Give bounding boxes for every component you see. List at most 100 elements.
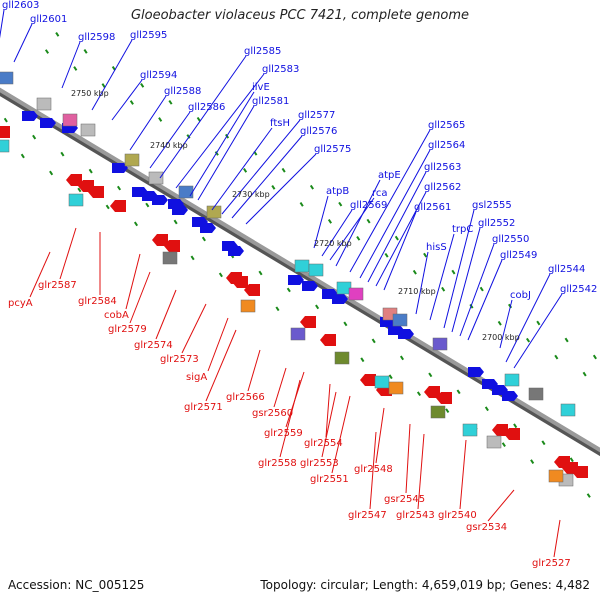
forward-gene-label: cobJ: [510, 290, 531, 301]
reverse-gene-leader: [553, 519, 561, 558]
forward-gene-label: gll2575: [314, 144, 351, 155]
feature-box: [432, 337, 448, 351]
leader-lines-layer: [0, 9, 563, 558]
feature-box: [548, 469, 564, 483]
forward-gene-label: gll2594: [140, 70, 177, 81]
forward-gene-arrow: [398, 329, 414, 339]
forward-gene-label: gll2581: [252, 96, 289, 107]
track-tick: [88, 168, 93, 174]
track-tick: [105, 204, 110, 210]
labels-layer: 2750 kbp 2740 kbp 2730 kbp 2720 kbp 2710 kbp…: [2, 0, 597, 569]
track-tick: [513, 423, 518, 429]
track-tick: [32, 134, 37, 140]
track-tick: [281, 167, 286, 173]
forward-gene-leader: [221, 119, 301, 215]
forward-gene-leader: [321, 209, 353, 257]
track-tick: [73, 66, 78, 71]
reverse-gene-label: glr2543: [396, 510, 435, 521]
forward-gene-leader: [505, 273, 551, 363]
track-tick: [356, 235, 361, 241]
reverse-gene-arrow: [78, 180, 94, 192]
track-tick: [497, 320, 502, 326]
track-tick: [399, 355, 405, 361]
forward-gene-arrow: [228, 246, 244, 256]
track-tick: [309, 184, 314, 190]
forward-gene-leader: [61, 41, 81, 89]
track-tick: [77, 187, 82, 193]
track-tick: [60, 151, 65, 157]
reverse-gene-leader: [279, 379, 301, 458]
reverse-gene-leader: [417, 433, 425, 510]
track-tick: [388, 374, 393, 380]
feature-box: [240, 299, 256, 313]
reverse-gene-arrow: [88, 186, 104, 198]
forward-gene-label: gsl2555: [472, 200, 512, 211]
reverse-gene-label: glr2566: [226, 392, 265, 403]
scale-tick-label: 2720 kbp: [314, 239, 352, 248]
forward-gene-leader: [129, 95, 167, 151]
track-tick: [441, 286, 446, 292]
feature-box: [528, 387, 544, 401]
track-tick: [384, 252, 389, 258]
scale-tick-label: 2710 kbp: [398, 287, 436, 296]
track-tick: [275, 306, 280, 312]
track-tick: [582, 371, 587, 377]
forward-gene-label: gll2601: [30, 14, 67, 25]
scale-tick-label: 2750 kbp: [71, 89, 109, 98]
feature-box: [0, 139, 10, 153]
forward-gene-leader: [149, 111, 191, 169]
reverse-gene-label: glr2558: [258, 458, 297, 469]
scale-tick-label: 2730 kbp: [232, 190, 270, 199]
reverse-gene-leader: [181, 303, 207, 354]
feature-box: [560, 403, 576, 417]
forward-gene-label: gll2583: [262, 64, 299, 75]
forward-gene-leader: [451, 227, 481, 333]
forward-gene-label: gll2569: [350, 200, 387, 211]
reverse-gene-label: gsr2534: [466, 522, 507, 533]
feature-box: [462, 423, 478, 437]
feature-box: [374, 375, 390, 389]
scale-tick-label: 2700 kbp: [482, 333, 520, 342]
track-tick: [168, 99, 173, 105]
track-tick: [564, 337, 569, 343]
track-tick: [186, 134, 191, 139]
reverse-gene-arrow: [320, 334, 336, 346]
track-tick: [501, 442, 506, 447]
track-tick: [569, 457, 574, 463]
track-tick: [243, 168, 248, 173]
track-tick: [129, 100, 134, 105]
reverse-gene-label: gsr2560: [252, 408, 293, 419]
reverse-gene-label: glr2540: [438, 510, 477, 521]
reverse-gene-leader: [207, 317, 229, 372]
feature-box: [0, 71, 14, 85]
track-tick: [315, 304, 320, 310]
track-tick: [196, 116, 201, 122]
forward-gene-label: gll2544: [548, 264, 585, 275]
forward-gene-arrow: [332, 294, 348, 304]
forward-gene-label: gll2550: [492, 234, 529, 245]
forward-gene-label: gll2586: [188, 102, 225, 113]
forward-gene-label: hisS: [426, 242, 447, 253]
forward-gene-leader: [467, 259, 503, 341]
forward-gene-leader: [513, 293, 563, 369]
forward-gene-label: atpE: [378, 170, 401, 181]
feature-layer: [0, 32, 600, 498]
forward-gene-leader: [211, 127, 273, 211]
forward-gene-leader: [13, 23, 33, 63]
forward-gene-leader: [359, 149, 431, 279]
track-tick: [541, 440, 546, 446]
track-tick: [530, 459, 535, 464]
forward-gene-leader: [499, 299, 513, 349]
track-tick: [428, 372, 433, 378]
track-tick: [83, 49, 88, 54]
reverse-gene-arrow: [504, 428, 520, 440]
track-tick: [145, 202, 150, 208]
forward-gene-leader: [415, 251, 429, 315]
track-tick: [536, 320, 541, 326]
forward-gene-arrow: [502, 391, 518, 401]
forward-gene-leader: [231, 135, 303, 219]
forward-gene-arrow: [200, 223, 216, 233]
reverse-gene-label: glr2554: [304, 438, 343, 449]
reverse-gene-arrow: [164, 240, 180, 252]
